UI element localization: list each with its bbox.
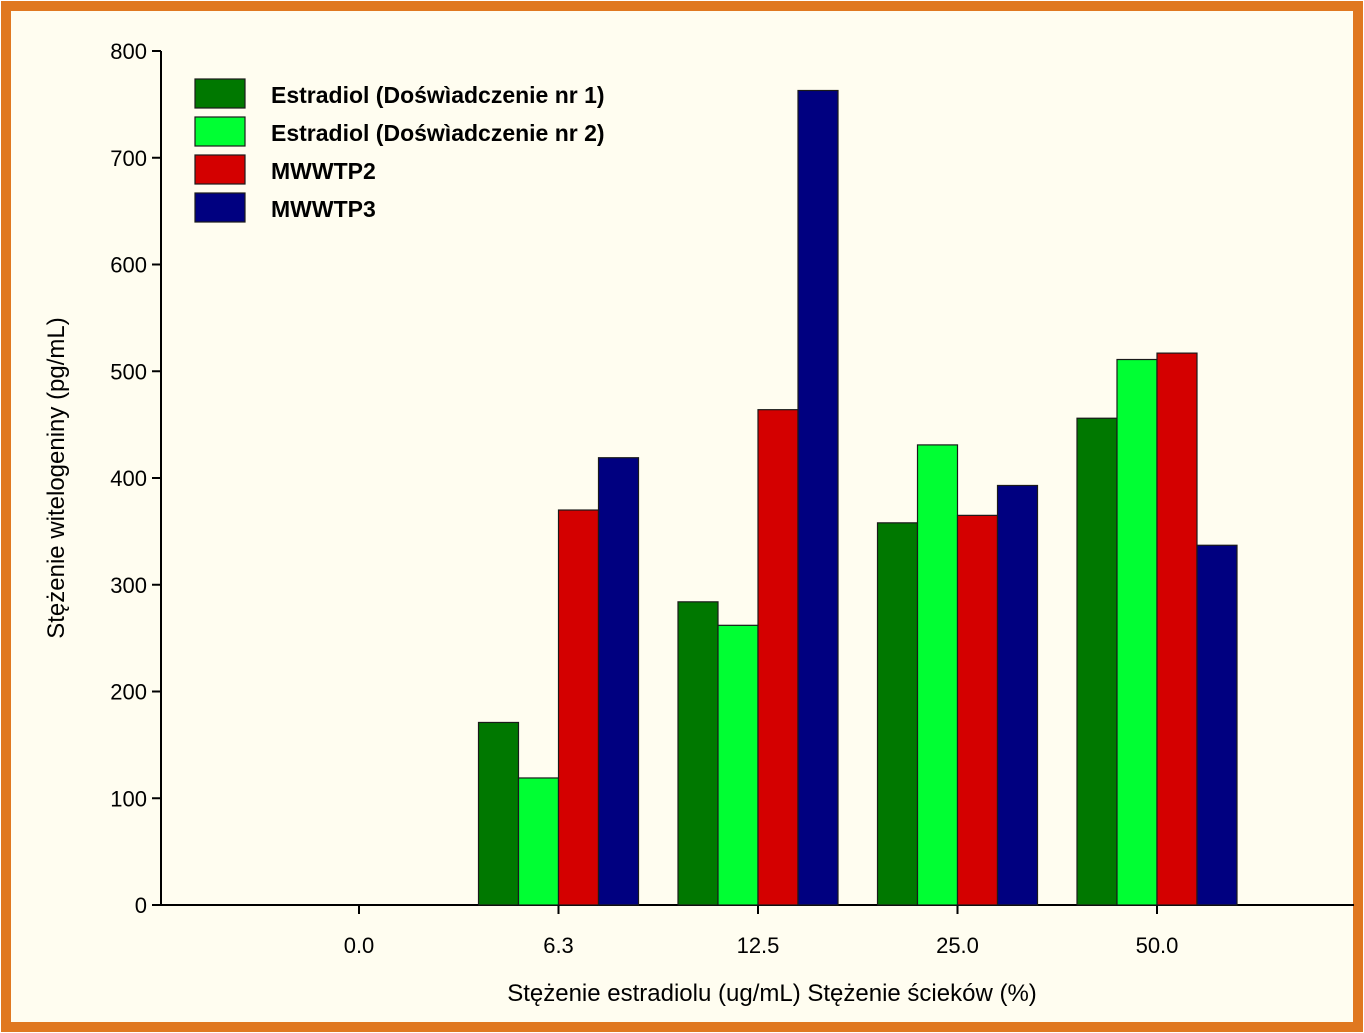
x-tick-label: 50.0 xyxy=(1136,933,1179,958)
bar xyxy=(1156,352,1198,906)
y-tick-label: 100 xyxy=(110,786,147,811)
legend: Estradiol (Dośwìadczenie nr 1) Estradiol … xyxy=(194,78,605,223)
y-tick-label: 500 xyxy=(110,359,147,384)
legend-swatch xyxy=(194,78,246,109)
bar xyxy=(916,444,959,906)
plot-area: 0 100 200 300 400 500 600 700 800 0.0 6.3 12.5 25.0 5… xyxy=(110,39,1354,958)
bar xyxy=(876,522,919,906)
bar xyxy=(717,624,759,906)
bar xyxy=(1196,544,1238,906)
bar xyxy=(797,89,839,906)
y-tick-label: 200 xyxy=(110,680,147,705)
x-tick-label: 12.5 xyxy=(737,933,780,958)
legend-swatch xyxy=(194,116,246,147)
bar xyxy=(996,484,1039,906)
legend-label: MWWTP3 xyxy=(271,196,376,222)
x-tick-label: 0.0 xyxy=(344,933,375,958)
y-tick-label: 800 xyxy=(110,39,147,64)
x-tick-label: 25.0 xyxy=(936,933,979,958)
legend-label: MWWTP2 xyxy=(271,158,376,184)
y-tick-label: 400 xyxy=(110,466,147,491)
bar xyxy=(1076,417,1118,906)
legend-swatch xyxy=(194,154,246,185)
y-tick-label: 300 xyxy=(110,573,147,598)
x-axis-title: Stężenie estradiolu (ug/mL) Stężenie ści… xyxy=(507,980,1037,1007)
y-tick-label: 700 xyxy=(110,146,147,171)
y-axis-title: Stężenie witelogeniny (pg/mL) xyxy=(43,317,70,639)
bar xyxy=(677,601,719,906)
legend-swatch xyxy=(194,192,246,223)
y-tick-label: 600 xyxy=(110,253,147,278)
x-tick-label: 6.3 xyxy=(543,933,574,958)
bar xyxy=(517,777,560,906)
y-tick-label: 0 xyxy=(135,893,147,918)
bar xyxy=(1116,358,1158,906)
legend-label: Estradiol (Dośwìadczenie nr 2) xyxy=(271,120,605,146)
bar xyxy=(557,509,600,906)
bar xyxy=(477,721,520,906)
bar xyxy=(956,514,999,906)
bar xyxy=(597,457,640,906)
legend-label: Estradiol (Dośwìadczenie nr 1) xyxy=(271,82,605,108)
bar xyxy=(757,409,799,906)
